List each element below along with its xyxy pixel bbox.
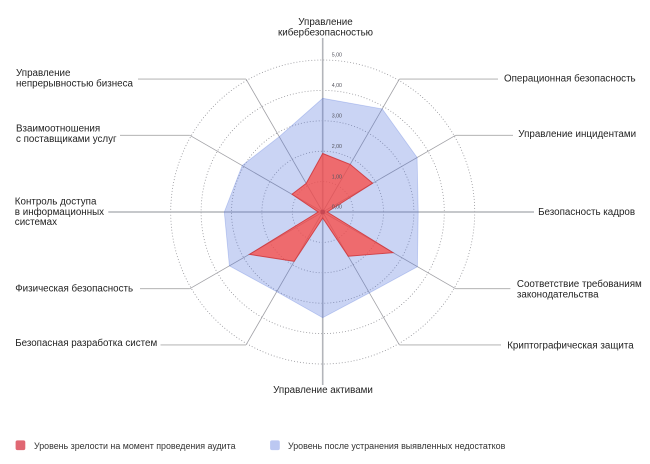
svg-text:Операционная безопасность: Операционная безопасность [504, 73, 636, 84]
svg-text:системах: системах [15, 217, 57, 228]
svg-text:Уровень после устранения выявл: Уровень после устранения выявленных недо… [288, 441, 506, 451]
svg-text:Управление активами: Управление активами [273, 385, 373, 396]
svg-text:Управление: Управление [298, 17, 353, 28]
svg-text:5,00: 5,00 [332, 53, 342, 59]
svg-text:Уровень зрелости на момент про: Уровень зрелости на момент проведения ау… [34, 441, 236, 451]
svg-text:2,00: 2,00 [332, 144, 342, 150]
svg-text:Управление инцидентами: Управление инцидентами [518, 129, 636, 140]
svg-text:Криптографическая защита: Криптографическая защита [507, 340, 634, 351]
svg-text:Контроль доступа: Контроль доступа [15, 197, 97, 208]
svg-text:непрерывностью бизнеса: непрерывностью бизнеса [16, 79, 134, 90]
svg-text:законодательства: законодательства [517, 290, 599, 301]
svg-text:3,00: 3,00 [332, 114, 342, 120]
svg-text:Взаимоотношения: Взаимоотношения [16, 123, 100, 134]
svg-text:0,00: 0,00 [332, 205, 342, 211]
svg-text:Физическая безопасность: Физическая безопасность [15, 284, 133, 295]
svg-text:Безопасность кадров: Безопасность кадров [538, 207, 635, 218]
svg-text:с поставщиками услуг: с поставщиками услуг [16, 134, 117, 145]
svg-text:в информационных: в информационных [15, 207, 104, 218]
svg-text:Соответствие требованиям: Соответствие требованиям [517, 279, 642, 290]
svg-text:кибербезопасностью: кибербезопасностью [278, 28, 373, 39]
svg-text:1,00: 1,00 [332, 174, 342, 180]
svg-text:Безопасная разработка систем: Безопасная разработка систем [15, 338, 157, 349]
svg-text:Управление: Управление [16, 68, 71, 79]
svg-text:4,00: 4,00 [332, 83, 342, 89]
